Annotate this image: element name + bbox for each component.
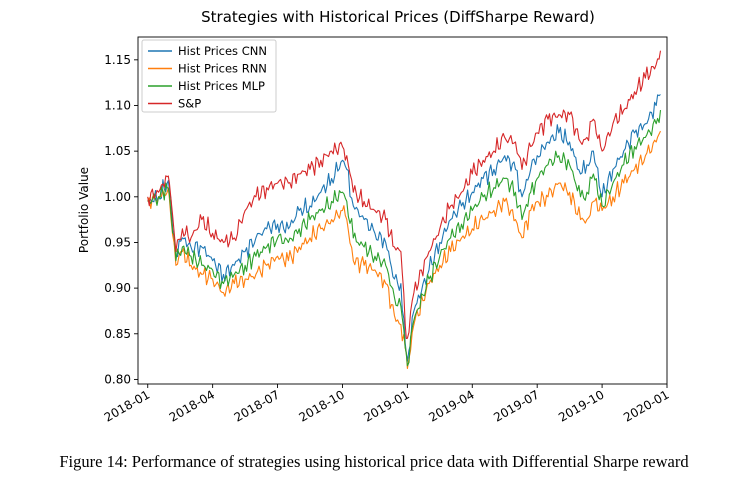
legend-label-mlp: Hist Prices MLP [178, 79, 265, 93]
y-tick-label: 1.15 [104, 53, 131, 67]
y-tick-label: 0.85 [104, 327, 131, 341]
y-tick-label: 1.00 [104, 190, 131, 204]
figure-caption: Figure 14: Performance of strategies usi… [59, 452, 689, 471]
y-tick-label: 1.10 [104, 98, 131, 112]
x-tick-label: 2018-07 [232, 387, 282, 424]
y-axis-label: Portfolio Value [77, 167, 91, 253]
x-tick-label: 2018-04 [167, 387, 217, 424]
y-axis: 0.80 0.85 0.90 0.95 1.00 1.05 1.10 1.15 [104, 53, 138, 386]
series-line-mlp [147, 110, 662, 367]
x-tick-label: 2019-10 [556, 387, 606, 424]
y-tick-label: 0.95 [104, 235, 131, 249]
series-line-sp [147, 50, 662, 339]
y-tick-label: 0.80 [104, 372, 131, 386]
legend-label-cnn: Hist Prices CNN [178, 44, 267, 58]
legend-box [141, 39, 277, 113]
x-tick-label: 2019-04 [426, 387, 476, 424]
plot-frame [137, 36, 668, 385]
series-layer [147, 50, 662, 370]
series-line-cnn [147, 94, 661, 362]
legend-entries: Hist Prices CNN Hist Prices RNN Hist Price… [148, 44, 267, 111]
x-axis: 2018-01 2018-04 2018-07 2018-10 2019-01 2019-… [102, 384, 672, 425]
x-tick-label: 2019-01 [361, 387, 411, 424]
x-tick-label: 2020-01 [621, 387, 671, 424]
legend-label-rnn: Hist Prices RNN [178, 62, 267, 76]
x-tick-label: 2018-10 [297, 387, 347, 424]
x-tick-label: 2018-01 [102, 387, 152, 424]
y-tick-label: 1.05 [104, 144, 131, 158]
chart-title: Strategies with Historical Prices (DiffS… [201, 8, 595, 26]
x-tick-label: 2019-07 [491, 387, 541, 424]
legend: Hist Prices CNN Hist Prices RNN Hist Price… [141, 39, 277, 113]
chart: Strategies with Historical Prices (DiffS… [77, 8, 672, 425]
y-tick-label: 0.90 [104, 281, 131, 295]
legend-label-sp: S&P [178, 97, 201, 111]
